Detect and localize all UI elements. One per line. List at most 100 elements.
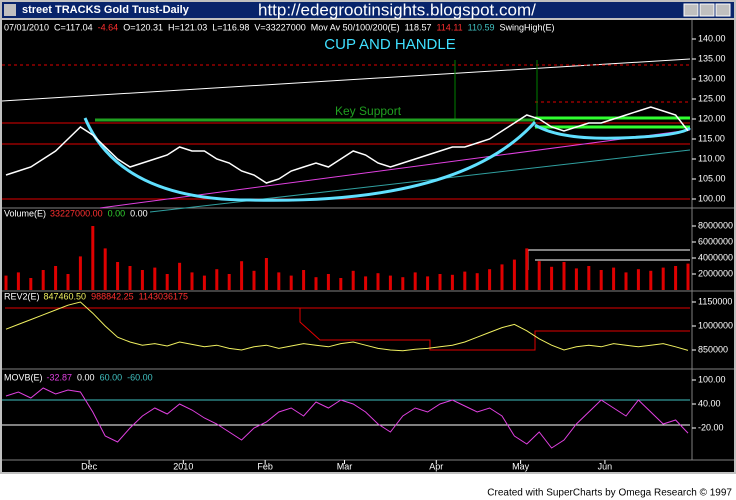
panel-label: MOVB(E): [4, 372, 43, 382]
chart-title: CUP AND HANDLE: [324, 36, 455, 53]
panel-reading: 118.57: [405, 22, 432, 32]
volume-bar: [674, 266, 678, 290]
panel-reading: 07/01/2010: [4, 22, 49, 32]
panel-reading: 0.00: [108, 208, 126, 218]
volume-bar: [41, 270, 45, 290]
annotation: Key Support: [335, 104, 402, 118]
y-tick-label: 140.00: [698, 33, 726, 43]
y-tick-label: 8000000: [698, 220, 733, 230]
volume-bar: [413, 272, 417, 290]
volume-bar: [636, 269, 640, 290]
panel-reading: 60.00: [100, 372, 123, 382]
panel-reading: 110.59: [468, 22, 495, 32]
chart-area: [2, 20, 734, 472]
app-icon: [4, 4, 16, 16]
series-line: [5, 387, 689, 449]
volume-bar: [512, 259, 516, 290]
volume-bar: [624, 272, 628, 290]
volume-bar: [103, 248, 107, 290]
panel-reading: H=121.03: [168, 22, 207, 32]
volume-bar: [302, 270, 306, 290]
y-tick-label: -20.00: [698, 422, 724, 432]
volume-bar: [661, 267, 665, 290]
title-bar: [2, 2, 734, 18]
panel-reading: C=117.04: [54, 22, 93, 32]
panel-reading: SwingHigh(E): [500, 22, 555, 32]
y-tick-label: 110.00: [698, 153, 725, 163]
panel-reading: 847460.50: [44, 291, 87, 301]
y-tick-label: 120.00: [698, 113, 726, 123]
volume-bar: [165, 274, 169, 290]
panel-reading: Mov Av 50/100/200(E): [311, 22, 400, 32]
trend-drawings: [1, 58, 691, 426]
x-tick-label: Mar: [337, 461, 353, 471]
x-tick-label: May: [512, 461, 530, 471]
volume-bar: [450, 274, 454, 290]
volume-bar: [91, 226, 95, 290]
volume-bar: [500, 264, 504, 290]
volume-bar: [401, 277, 405, 290]
y-tick-label: 135.00: [698, 53, 726, 63]
x-tick-label: Jun: [598, 461, 613, 471]
volume-bar: [388, 275, 392, 290]
y-tick-label: 100.00: [698, 193, 726, 203]
volume-bar: [426, 276, 430, 290]
panel-reading: 988842.25: [91, 291, 134, 301]
panel-reading: -4.64: [98, 22, 119, 32]
volume-bar: [612, 267, 616, 290]
y-tick-label: 115.00: [698, 133, 725, 143]
volume-bar: [649, 270, 653, 290]
volume-bar: [488, 269, 492, 290]
y-tick-label: 105.00: [698, 173, 726, 183]
volume-bar: [66, 274, 70, 290]
volume-bar: [4, 275, 8, 290]
y-tick-label: 850000: [698, 344, 728, 354]
y-tick-label: 2000000: [698, 268, 733, 278]
volume-bar: [178, 262, 182, 290]
volume-bar: [227, 274, 231, 290]
maximize-button[interactable]: [699, 3, 715, 17]
volume-bar: [215, 269, 219, 290]
close-button[interactable]: [715, 3, 731, 17]
url-watermark: http://edegrootinsights.blogspot.com/: [258, 0, 536, 19]
volume-bar: [153, 267, 157, 290]
panel-reading: -32.87: [47, 372, 73, 382]
panel-label: Volume(E): [4, 208, 46, 218]
volume-bar: [277, 272, 281, 290]
volume-bar: [351, 270, 355, 290]
volume-bar: [686, 263, 690, 290]
y-tick-label: 6000000: [698, 236, 733, 246]
series-line: [5, 301, 689, 352]
panel-reading: 114.11: [436, 22, 462, 32]
volume-bar: [128, 266, 132, 290]
volume-bar: [438, 274, 442, 290]
panel-separators: [2, 20, 734, 461]
panel-reading: 0.00: [77, 372, 95, 382]
y-tick-label: 40.00: [698, 398, 721, 408]
volume-bar: [599, 270, 603, 290]
volume-bar: [264, 258, 268, 290]
y-tick-label: 4000000: [698, 252, 733, 262]
x-tick-label: Dec: [81, 461, 98, 471]
volume-bar: [29, 278, 33, 290]
panel-reading: -60.00: [127, 372, 153, 382]
volume-bar: [463, 271, 467, 290]
x-tick-label: Apr: [429, 461, 443, 471]
y-tick-label: 1000000: [698, 320, 733, 330]
volume-bar: [326, 274, 330, 290]
volume-bar: [190, 272, 194, 290]
minimize-button[interactable]: [683, 3, 699, 17]
panel-reading: L=116.98: [212, 22, 249, 32]
panel-label: REV2(E): [4, 291, 40, 301]
volume-bar: [525, 248, 529, 290]
y-tick-label: 125.00: [698, 93, 726, 103]
volume-bar: [252, 270, 256, 290]
volume-bar: [78, 256, 82, 290]
volume-bar: [339, 278, 343, 290]
volume-bar: [475, 273, 479, 290]
panel-reading: 33227000.00: [50, 208, 103, 218]
panel-reading: O=120.31: [123, 22, 163, 32]
volume-bar: [376, 273, 380, 290]
